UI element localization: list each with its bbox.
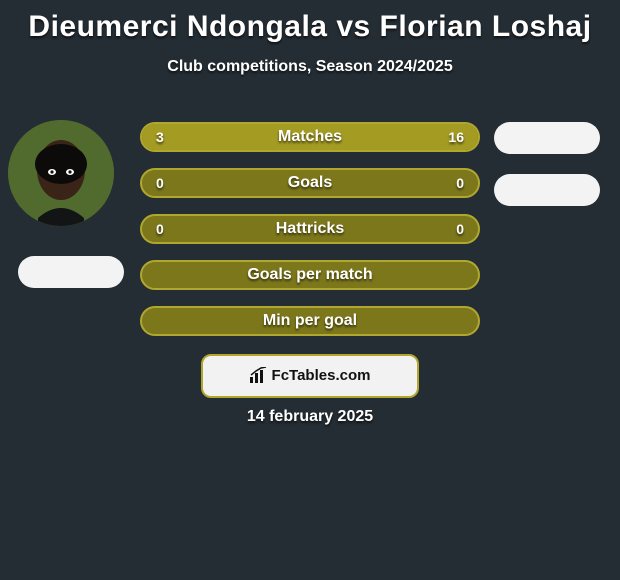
player-right-flag-oval-1 [494, 122, 600, 154]
player-left-avatar [8, 120, 114, 226]
stat-bar: Hattricks0 0 [140, 214, 480, 244]
stat-bar-label: Matches [142, 124, 478, 150]
player-left-flag-oval [18, 256, 124, 288]
stat-bar-value-right: 16 [448, 124, 464, 150]
stat-bar: Matches3 16 [140, 122, 480, 152]
stat-bar: Goals0 0 [140, 168, 480, 198]
stat-bar: Goals per match [140, 260, 480, 290]
player-right-flag-oval-2 [494, 174, 600, 206]
subtitle: Club competitions, Season 2024/2025 [0, 58, 620, 76]
date-text: 14 february 2025 [0, 408, 620, 426]
stat-bar-label: Goals [142, 170, 478, 196]
stat-bar-label: Min per goal [142, 308, 478, 334]
stat-bar-value-left: 0 [156, 170, 164, 196]
stat-bars: Matches316Goals00Hattricks00Goals per ma… [140, 122, 480, 352]
page-title: Dieumerci Ndongala vs Florian Loshaj [0, 0, 620, 44]
brand-text: FcTables.com [272, 367, 371, 384]
stat-bar-label: Hattricks [142, 216, 478, 242]
stat-bar: Min per goal [140, 306, 480, 336]
stat-bar-value-left: 3 [156, 124, 164, 150]
chart-icon [250, 359, 268, 399]
stat-bar-value-right: 0 [456, 216, 464, 242]
stat-bar-value-right: 0 [456, 170, 464, 196]
brand-pill: FcTables.com [201, 354, 419, 398]
stat-bar-value-left: 0 [156, 216, 164, 242]
stat-bar-label: Goals per match [142, 262, 478, 288]
